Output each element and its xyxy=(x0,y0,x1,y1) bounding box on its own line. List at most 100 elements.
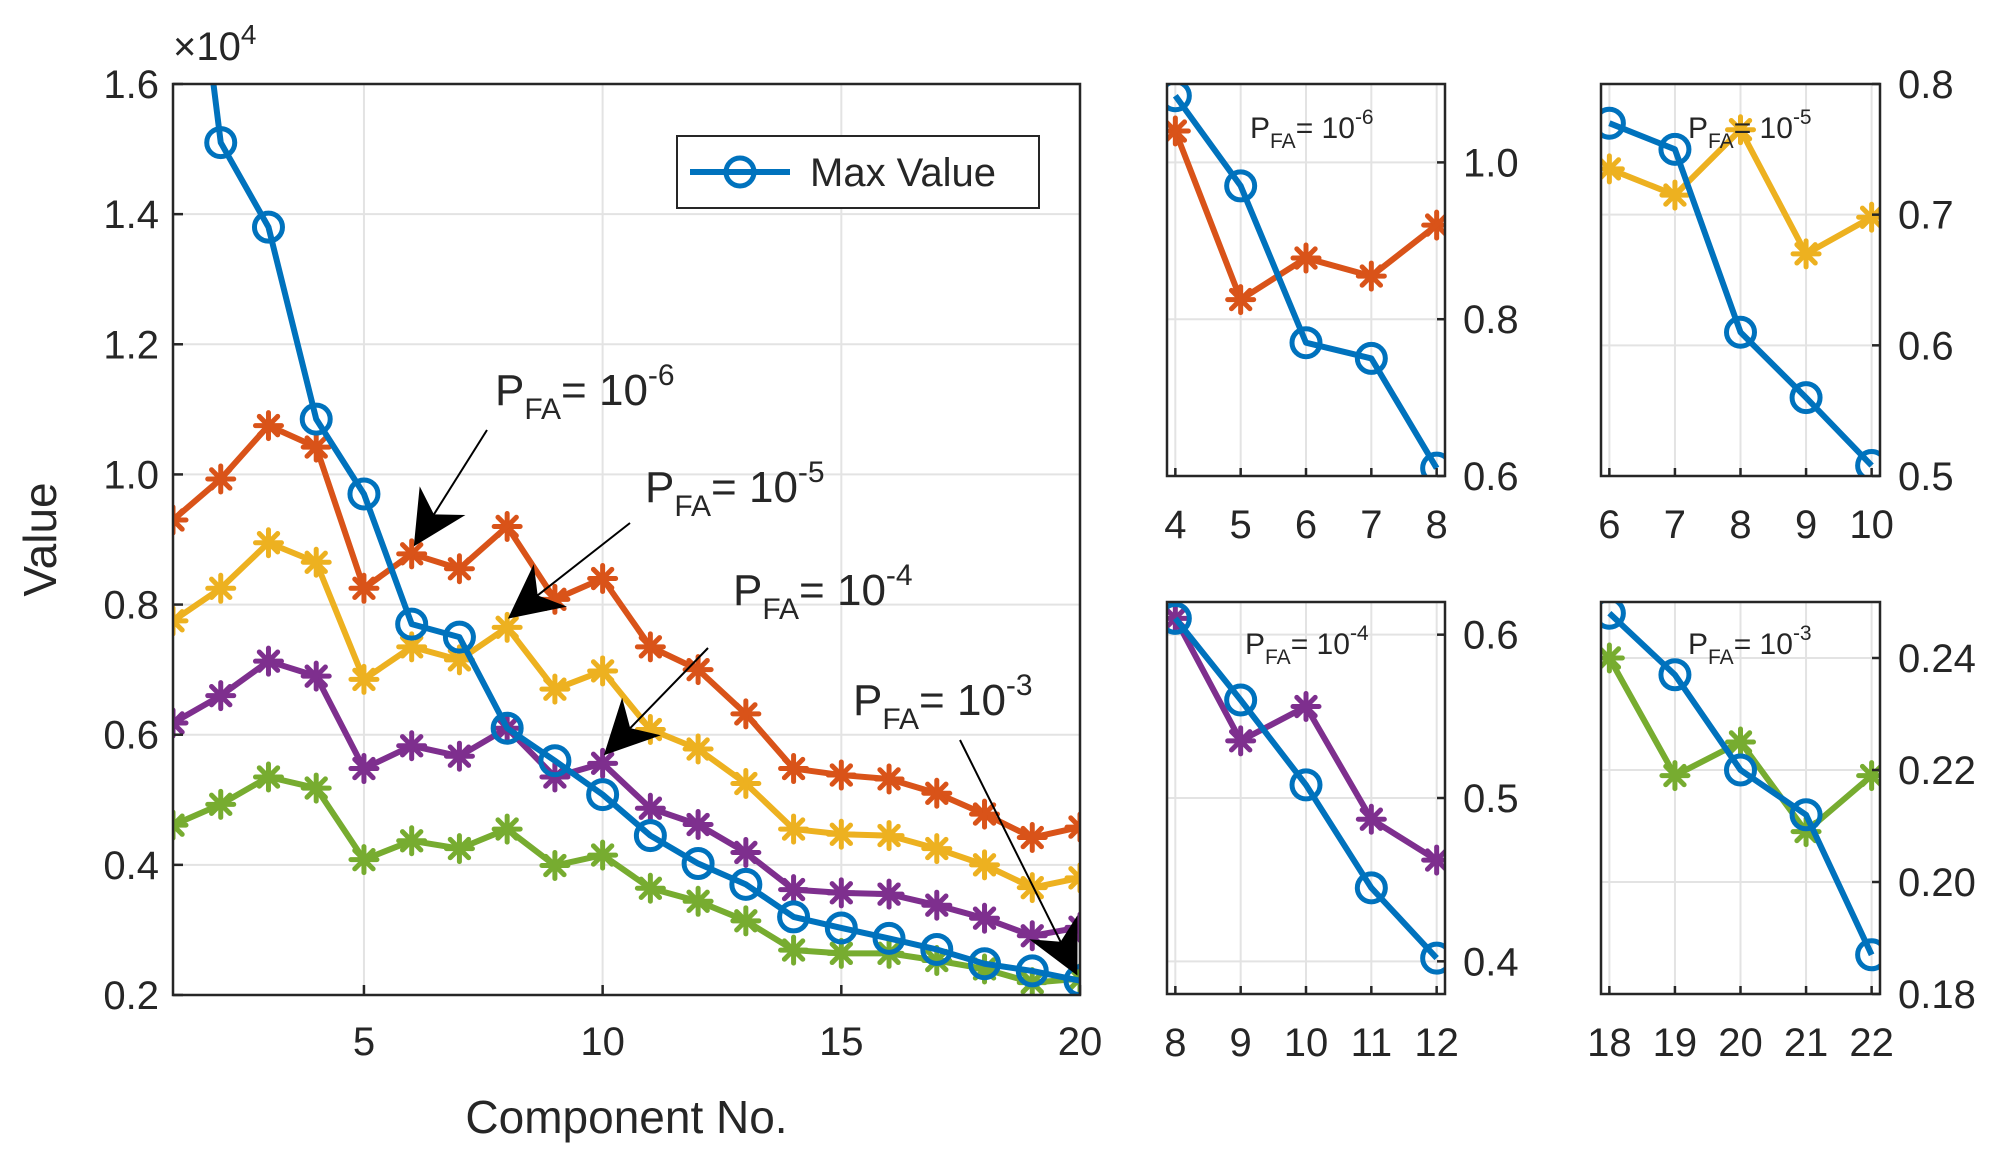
data-point-1-4 xyxy=(348,572,380,604)
data-point-2-18 xyxy=(1016,872,1048,904)
data-point-0-9 xyxy=(586,778,620,812)
marker-arm xyxy=(173,617,185,633)
marker-arm xyxy=(1728,730,1753,754)
inset-data-point-1-3 xyxy=(1354,341,1388,375)
data-point-0-6 xyxy=(442,620,476,654)
marker-arm xyxy=(829,822,854,846)
marker-arm xyxy=(1228,729,1253,753)
data-point-4-8 xyxy=(539,850,571,882)
marker-arm xyxy=(1068,866,1080,882)
data-point-0-4 xyxy=(347,477,381,511)
inset-y-tick-label: 0.24 xyxy=(1898,637,1976,681)
data-point-1-15 xyxy=(873,763,905,795)
inset-y-tick-label: 0.6 xyxy=(1463,614,1519,658)
inset-series-group xyxy=(1601,106,1880,476)
data-point-3-14 xyxy=(825,877,857,909)
marker-arm xyxy=(781,877,806,902)
marker-arm xyxy=(1068,823,1080,839)
data-point-3-1 xyxy=(205,680,237,712)
marker-arm xyxy=(495,817,519,841)
data-point-4-4 xyxy=(348,844,380,876)
main-axes-box xyxy=(171,82,1082,997)
y-exponent-label: ×104 xyxy=(173,19,256,69)
inset-series-line-1 xyxy=(1172,93,1440,470)
inset-data-point-1-4 xyxy=(1855,449,1880,476)
marker-arm xyxy=(1294,246,1318,270)
data-point-0-2 xyxy=(251,210,285,244)
data-point-0-15 xyxy=(872,921,906,955)
inset-data-point-0-2 xyxy=(1290,691,1322,723)
marker-arm xyxy=(686,812,710,837)
inset-label: PFA= 10-4 xyxy=(1245,622,1369,669)
annotation-arrow xyxy=(507,522,631,619)
marker-arm xyxy=(495,615,519,640)
data-point-3-9 xyxy=(587,747,619,779)
inset-x-tick-label: 19 xyxy=(1653,1021,1698,1065)
marker-arm xyxy=(734,771,758,796)
data-point-1-5 xyxy=(396,538,428,570)
marker-arm xyxy=(447,836,472,861)
data-point-3-3 xyxy=(300,660,332,692)
inset-y-tick-label: 0.8 xyxy=(1898,63,1954,107)
annotation-label: PFA= 10-5 xyxy=(645,456,825,523)
data-point-1-0 xyxy=(173,504,189,536)
inset-y-tick-label: 0.22 xyxy=(1898,749,1976,793)
inset-y-tick-label: 0.5 xyxy=(1463,777,1519,821)
inset-data-point-1-2 xyxy=(1724,315,1757,349)
data-point-2-11 xyxy=(682,733,714,765)
marker-arm xyxy=(543,677,567,701)
inset-series-line-1 xyxy=(1607,611,1875,957)
data-point-2-19 xyxy=(1064,862,1080,894)
inset-data-point-0-0 xyxy=(1167,115,1191,147)
marker-arm xyxy=(447,557,472,581)
data-point-0-14 xyxy=(824,911,858,945)
y-tick-label: 0.4 xyxy=(103,844,159,888)
marker-arm xyxy=(972,853,997,877)
inset-y-tick-label: 1.0 xyxy=(1463,141,1519,185)
inset-x-tick-label: 8 xyxy=(1729,503,1751,547)
data-point-4-11 xyxy=(682,885,714,917)
marker-arm xyxy=(925,893,949,917)
inset-data-point-1-1 xyxy=(1658,658,1692,692)
y-tick-label: 1.2 xyxy=(103,323,159,367)
x-tick-label: 15 xyxy=(819,1020,864,1064)
inset-data-point-0-0 xyxy=(1601,153,1625,185)
data-point-0-10 xyxy=(633,819,667,853)
data-point-4-14 xyxy=(825,937,857,969)
marker-arm xyxy=(173,508,185,524)
marker-arm xyxy=(590,566,615,591)
inset-data-point-0-2 xyxy=(1725,114,1756,146)
marker-arm xyxy=(1294,694,1318,719)
y-tick-label: 1.0 xyxy=(103,453,159,497)
data-point-3-10 xyxy=(634,792,666,824)
inset-x-tick-label: 6 xyxy=(1598,503,1620,547)
annotation-label: PFA= 10-6 xyxy=(495,359,675,426)
marker-arm xyxy=(209,683,233,708)
marker-arm xyxy=(686,657,710,682)
marker-arm xyxy=(686,737,710,761)
inset-data-point-1-4 xyxy=(1420,451,1445,476)
marker-arm xyxy=(1359,264,1384,288)
marker-arm xyxy=(1728,118,1753,142)
data-point-2-2 xyxy=(252,527,284,559)
inset-x-tick-label: 10 xyxy=(1284,1021,1329,1065)
data-point-4-9 xyxy=(587,839,619,871)
marker-arm xyxy=(638,876,663,900)
inset-data-point-1-0 xyxy=(1601,602,1626,630)
marker-arm xyxy=(972,802,997,826)
y-axis-label: Value xyxy=(14,482,66,596)
data-point-0-17 xyxy=(968,947,1002,981)
data-point-3-2 xyxy=(252,645,284,677)
inset-data-point-1-3 xyxy=(1789,381,1823,415)
inset-data-point-1-2 xyxy=(1289,768,1323,802)
marker-arm xyxy=(399,542,424,566)
data-point-2-14 xyxy=(825,818,857,850)
data-point-0-1 xyxy=(204,126,238,160)
marker-arm xyxy=(734,702,758,726)
marker-arm xyxy=(1424,848,1445,872)
inset-plot-4: 18 19 20 21 220.18 0.20 0.22 0.24 PFA= 10-3 xyxy=(1587,600,1976,1065)
marker-arm xyxy=(1167,119,1188,143)
inset-data-point-0-4 xyxy=(1421,844,1445,876)
inset-y-tick-label: 0.7 xyxy=(1898,194,1954,238)
